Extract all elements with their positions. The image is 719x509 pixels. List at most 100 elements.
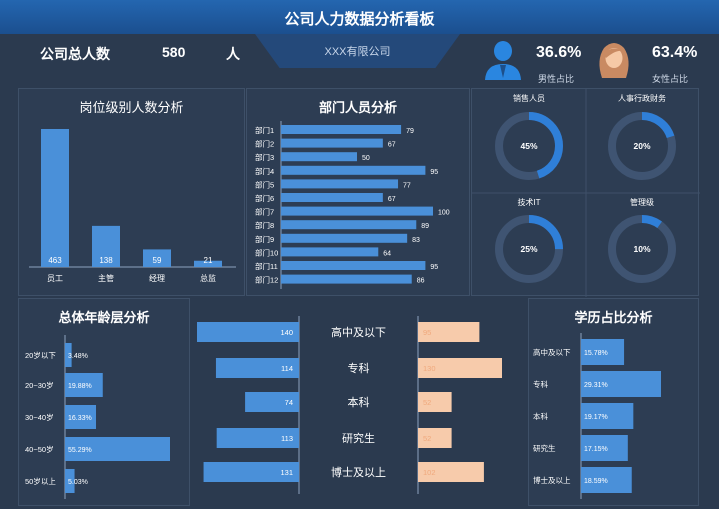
dept-bar — [281, 247, 379, 257]
edu-bar — [581, 435, 628, 461]
dept-value: 67 — [388, 142, 396, 149]
rings-chart: 销售人员 45% 人事行政财务 20% 技术IT 25% 管理级 10% — [472, 89, 700, 297]
ring-label: 45% — [520, 141, 537, 151]
age-title: 总体年龄层分析 — [58, 310, 150, 325]
dept-category: 部门10 — [255, 247, 278, 257]
age-category: 30~40岁 — [25, 412, 54, 422]
dept-category: 部门6 — [255, 193, 274, 203]
age-category: 50岁以上 — [25, 476, 56, 486]
age-category: 40~50岁 — [25, 444, 54, 454]
dept-category: 部门9 — [255, 234, 274, 244]
ring-title: 管理级 — [630, 197, 654, 207]
ring-title: 人事行政财务 — [618, 93, 666, 103]
age-category: 20岁以下 — [25, 350, 56, 360]
age-bar — [65, 405, 97, 429]
edu-chart: 高中及以下 15.78% 专科 29.31% 本科 19.17% 研究生 17.15% 博士及以… — [533, 333, 661, 499]
ring-title: 技术IT — [517, 197, 540, 207]
age-category: 20~30岁 — [25, 380, 54, 390]
dept-value: 89 — [421, 223, 429, 230]
butterfly-left-value: 74 — [285, 398, 293, 407]
level-panel: 岗位级别人数分析 463 员工 138 主管 59 经理 21 总监 — [18, 88, 245, 296]
level-value: 21 — [204, 256, 213, 265]
butterfly-left-value: 114 — [281, 364, 293, 373]
level-title: 岗位级别人数分析 — [79, 100, 184, 115]
edu-category: 研究生 — [533, 443, 556, 453]
butterfly-category: 本科 — [348, 395, 370, 409]
dept-value: 50 — [362, 155, 370, 162]
header-tab — [255, 34, 460, 68]
butterfly-right-value: 52 — [423, 398, 431, 407]
level-category: 主管 — [98, 273, 114, 283]
butterfly-left-bar — [216, 428, 299, 448]
butterfly-left-value: 140 — [280, 328, 293, 337]
butterfly-left-value: 113 — [281, 434, 293, 443]
dept-bar — [281, 261, 426, 270]
age-bar — [65, 469, 75, 493]
edu-label: 17.15% — [584, 446, 608, 453]
butterfly-left-bar — [245, 392, 299, 412]
age-label: 16.33% — [68, 415, 92, 422]
level-value: 59 — [153, 256, 162, 265]
dept-bar — [281, 193, 383, 202]
dept-panel: 部门人员分析 部门1 79 部门2 67 部门3 50 部门4 95 部门5 77 部门6 67 部门7… — [246, 88, 470, 296]
butterfly-left-bar — [215, 358, 299, 378]
dept-value: 95 — [430, 264, 438, 271]
dept-category: 部门5 — [255, 179, 274, 189]
butterfly-category: 专科 — [348, 361, 370, 375]
ring-label: 20% — [633, 141, 650, 151]
dept-bar — [281, 220, 417, 230]
dept-value: 83 — [412, 237, 420, 244]
total-unit: 人 — [226, 46, 240, 62]
butterfly-category: 博士及以上 — [331, 466, 386, 479]
level-bar — [41, 129, 69, 267]
age-label: 5.03% — [68, 479, 88, 486]
total-label: 公司总人数 — [40, 46, 110, 62]
age-chart: 20岁以下 3.48% 20~30岁 19.88% 30~40岁 16.33% 40~50岁… — [25, 335, 170, 499]
edu-bar — [581, 339, 625, 365]
female-pct: 63.4% — [652, 44, 698, 61]
edu-label: 19.17% — [584, 414, 608, 421]
butterfly-right-bar — [418, 322, 480, 342]
butterfly-category: 研究生 — [342, 431, 375, 445]
level-value: 463 — [48, 256, 62, 265]
butterfly-category: 高中及以下 — [331, 325, 386, 339]
edu-label: 29.31% — [584, 382, 608, 389]
butterfly-left-value: 131 — [280, 468, 293, 477]
butterfly-right-value: 130 — [423, 364, 436, 373]
ring-label: 25% — [520, 244, 537, 254]
dept-value: 77 — [403, 182, 411, 189]
dept-value: 79 — [406, 128, 414, 135]
butterfly-right-value: 95 — [423, 328, 431, 337]
ring-arc — [495, 215, 563, 283]
dept-category: 部门12 — [255, 275, 278, 285]
dept-bar — [281, 274, 412, 284]
butterfly-right-value: 52 — [423, 434, 431, 443]
edu-label: 18.59% — [584, 478, 608, 485]
butterfly-right-bar — [418, 428, 452, 448]
age-bar — [65, 437, 170, 461]
dept-category: 部门7 — [255, 207, 274, 217]
male-icon — [485, 41, 521, 80]
age-panel: 总体年龄层分析 20岁以下 3.48% 20~30岁 19.88% 30~40岁 16.3… — [18, 298, 190, 506]
butterfly-right-bar — [418, 358, 502, 378]
total-value: 580 — [162, 44, 186, 60]
level-category: 员工 — [47, 274, 63, 283]
edu-panel: 学历占比分析 高中及以下 15.78% 专科 29.31% 本科 19.17% 研究生 17.… — [528, 298, 699, 506]
dept-value: 64 — [383, 250, 391, 257]
dept-category: 部门1 — [255, 125, 274, 135]
dept-category: 部门11 — [255, 261, 278, 271]
age-label: 55.29% — [68, 447, 92, 454]
butterfly-right-bar — [418, 462, 484, 482]
edu-title: 学历占比分析 — [574, 310, 653, 325]
dept-value: 86 — [417, 278, 425, 285]
dept-bar — [281, 138, 383, 148]
age-bar — [65, 343, 72, 367]
dept-bar — [281, 206, 433, 216]
level-bar — [143, 249, 171, 267]
edu-bar — [581, 467, 632, 493]
butterfly-left-bar — [203, 462, 299, 482]
dept-value: 95 — [430, 169, 438, 176]
age-label: 3.48% — [68, 353, 88, 360]
rings-panel: 销售人员 45% 人事行政财务 20% 技术IT 25% 管理级 10% — [471, 88, 700, 297]
level-bar — [92, 225, 120, 267]
